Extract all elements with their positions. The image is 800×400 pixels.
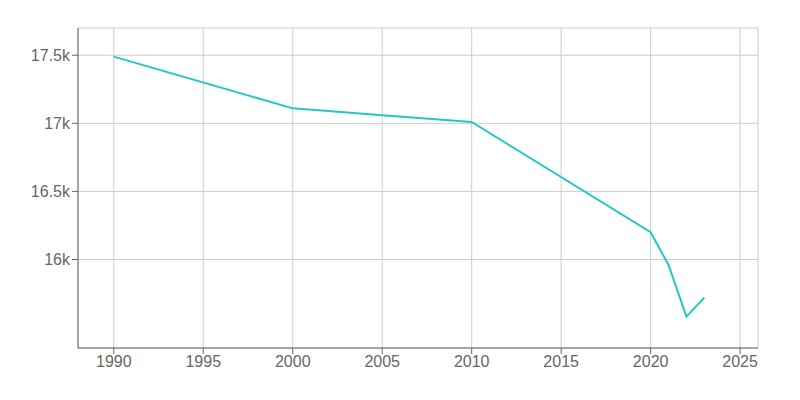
svg-text:2000: 2000	[275, 353, 311, 370]
svg-text:17k: 17k	[44, 115, 71, 132]
svg-text:2020: 2020	[633, 353, 669, 370]
svg-text:16k: 16k	[44, 251, 71, 268]
svg-text:2010: 2010	[454, 353, 490, 370]
svg-text:2025: 2025	[722, 353, 758, 370]
svg-text:1990: 1990	[96, 353, 132, 370]
svg-text:17.5k: 17.5k	[31, 47, 71, 64]
svg-text:1995: 1995	[185, 353, 221, 370]
svg-text:2005: 2005	[364, 353, 400, 370]
svg-text:16.5k: 16.5k	[31, 183, 71, 200]
svg-text:2015: 2015	[543, 353, 579, 370]
